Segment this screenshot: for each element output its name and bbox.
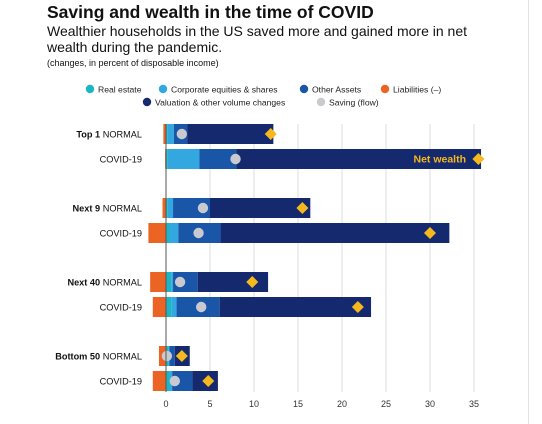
net-wealth-diamond — [202, 375, 215, 387]
x-tick-label: 5 — [207, 399, 212, 409]
saving-dot — [161, 350, 173, 362]
saving-dot — [176, 128, 188, 140]
row-label: COVID-19 — [100, 229, 142, 239]
bar-segment-corporate-equities — [169, 223, 179, 243]
chart-title: Saving and wealth in the time of COVID — [47, 2, 374, 22]
net-wealth-diamond — [296, 202, 309, 214]
bar-segment-real-estate — [166, 149, 168, 169]
saving-dot — [174, 276, 186, 288]
bar-segment-corporate-equities — [171, 272, 174, 292]
bar-segment-real-estate — [166, 124, 168, 144]
legend-label-corporate_equities: Corporate equities & shares — [171, 85, 278, 95]
bar-segment-valuation — [236, 149, 482, 169]
frame-border — [528, 0, 529, 424]
bar-segment-real-estate — [166, 223, 170, 243]
x-tick-label: 20 — [337, 399, 347, 409]
legend-label-valuation: Valuation & other volume changes — [155, 98, 285, 108]
row-label: Top 1 NORMAL — [76, 130, 142, 140]
x-tick-label: 25 — [381, 399, 391, 409]
row-label: COVID-19 — [100, 377, 142, 387]
net-wealth-diamond — [175, 350, 188, 362]
bar-segment-valuation — [197, 272, 269, 292]
legend-label-other_assets: Other Assets — [312, 85, 361, 95]
row-label: COVID-19 — [100, 303, 142, 313]
bar-segment-other-assets — [199, 149, 237, 169]
x-tick-label: 10 — [249, 399, 259, 409]
row-label: Bottom 50 NORMAL — [55, 352, 142, 362]
bar-segment-valuation — [187, 124, 274, 144]
bar-segment-liabilities — [162, 198, 166, 218]
legend-label-liabilities: Liabilities (–) — [393, 85, 441, 95]
legend-label-real_estate: Real estate — [98, 85, 142, 95]
bar-segment-corporate-equities — [167, 149, 200, 169]
chart-subtitle: Wealthier households in the US saved mor… — [47, 23, 467, 55]
bar-segment-corporate-equities — [171, 297, 177, 317]
row-label: Next 9 NORMAL — [73, 204, 142, 214]
net-wealth-diamond — [351, 301, 364, 313]
legend-marker-corporate_equities — [158, 84, 168, 94]
x-tick-label: 35 — [469, 399, 479, 409]
bar-segment-corporate-equities — [167, 198, 174, 218]
bar-segment-real-estate — [166, 371, 170, 391]
legend-marker-valuation — [142, 97, 152, 107]
row-label: COVID-19 — [100, 155, 142, 165]
bar-segment-corporate-equities — [167, 124, 174, 144]
legend-marker-other_assets — [299, 84, 309, 94]
net-wealth-diamond — [472, 153, 485, 165]
net-wealth-diamond — [246, 276, 259, 288]
bar-segment-valuation — [219, 297, 372, 317]
saving-dot — [169, 375, 180, 387]
saving-dot — [193, 227, 204, 239]
legend-marker-real_estate — [85, 84, 95, 94]
legend-label-saving: Saving (flow) — [329, 98, 379, 108]
bar-segment-other-assets — [169, 346, 175, 366]
bar-segment-valuation — [220, 223, 450, 243]
legend-marker-liabilities — [380, 84, 390, 94]
net-wealth-diamond — [264, 128, 277, 140]
legend-marker-saving — [316, 97, 326, 107]
bar-segment-real-estate — [166, 272, 172, 292]
bar-segment-valuation — [210, 198, 311, 218]
bar-segment-real-estate — [166, 198, 168, 218]
bar-segment-liabilities — [163, 124, 166, 144]
bar-segment-liabilities — [148, 223, 166, 243]
x-tick-label: 0 — [163, 399, 168, 409]
bar-segment-liabilities — [150, 272, 166, 292]
row-label: Next 40 NORMAL — [67, 278, 142, 288]
chart-units-note: (changes, in percent of disposable incom… — [47, 58, 219, 68]
bar-segment-liabilities — [152, 371, 166, 391]
saving-dot — [197, 202, 209, 214]
bar-segment-liabilities — [152, 297, 166, 317]
bar-segment-other-assets — [172, 371, 193, 391]
saving-dot — [196, 301, 207, 313]
x-tick-label: 15 — [293, 399, 303, 409]
bar-segment-other-assets — [173, 198, 210, 218]
net-wealth-annotation: Net wealth — [413, 154, 466, 166]
net-wealth-diamond — [424, 227, 436, 239]
x-tick-label: 30 — [425, 399, 435, 409]
bar-segment-real-estate — [166, 297, 172, 317]
saving-dot — [230, 153, 241, 165]
